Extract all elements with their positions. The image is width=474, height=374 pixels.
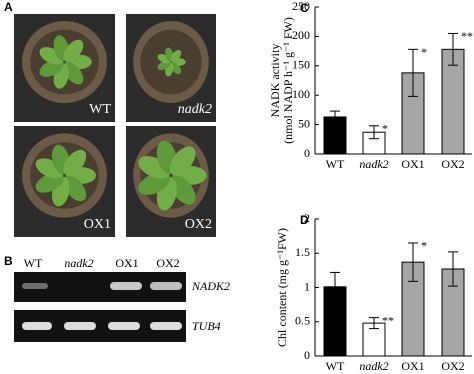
x-tick-label: OX1 [401, 157, 424, 171]
panel-label: D [300, 213, 309, 227]
error-bar [448, 32, 458, 66]
error-bar [448, 251, 458, 287]
significance: ** [461, 29, 473, 43]
panel-label: A [4, 0, 13, 14]
y-tick-label: 1 [304, 279, 310, 293]
x-tick-label: nadk2 [359, 157, 388, 171]
y-tick-label: 2 [304, 211, 310, 225]
x-tick-label: OX2 [441, 157, 464, 171]
lane-label: OX2 [156, 256, 179, 270]
y-axis-label: (nmol NADP h⁻¹ g⁻¹ FW) [281, 17, 295, 144]
x-tick-label: WT [326, 359, 345, 373]
leaf [169, 146, 196, 176]
gene-label: TUB4 [192, 319, 221, 333]
y-tick-label: 0 [304, 146, 310, 160]
leaf [63, 62, 84, 85]
y-tick-label: 1.5 [295, 245, 310, 259]
leaf [170, 62, 182, 75]
significance: ** [382, 313, 394, 327]
leaf [63, 149, 87, 176]
y-tick-label: 0 [304, 348, 310, 362]
error-bar [330, 110, 340, 124]
photo-label: nadk2 [178, 102, 212, 117]
photo-label: OX2 [185, 217, 212, 232]
error-bar [369, 317, 379, 330]
lane-label: WT [24, 256, 43, 270]
error-bar [408, 48, 418, 97]
error-bar [369, 125, 379, 140]
soil [140, 29, 202, 95]
x-tick-label: nadk2 [359, 359, 388, 373]
leaf [63, 39, 84, 62]
lane-label: OX1 [115, 256, 138, 270]
y-tick-label: 250 [292, 0, 310, 13]
leaf [63, 175, 87, 202]
y-tick-label: 200 [292, 28, 310, 42]
x-tick-label: WT [326, 157, 345, 171]
panel-label: C [300, 1, 309, 15]
bands [22, 282, 182, 330]
y-axis-label: Chl content (mg g⁻¹FW) [275, 228, 289, 347]
photo-label: WT [89, 102, 111, 117]
significance: * [421, 45, 427, 59]
y-tick-label: 100 [292, 87, 310, 101]
error-bar [408, 242, 418, 282]
y-tick-label: 150 [292, 58, 310, 72]
y-tick-label: 50 [298, 116, 310, 130]
y-axis-label: NADK activity [268, 44, 282, 118]
y-tick-label: 0.5 [295, 314, 310, 328]
x-tick-label: OX1 [401, 359, 424, 373]
panel-label: B [4, 254, 13, 268]
significance: * [382, 122, 388, 136]
leaf [170, 49, 182, 62]
lane-label: nadk2 [64, 256, 93, 270]
photo-label: OX1 [84, 217, 111, 232]
error-bar [330, 271, 340, 302]
leaf [169, 175, 196, 205]
significance: * [421, 239, 427, 253]
gene-label: NADK2 [191, 279, 230, 293]
x-tick-label: OX2 [441, 359, 464, 373]
